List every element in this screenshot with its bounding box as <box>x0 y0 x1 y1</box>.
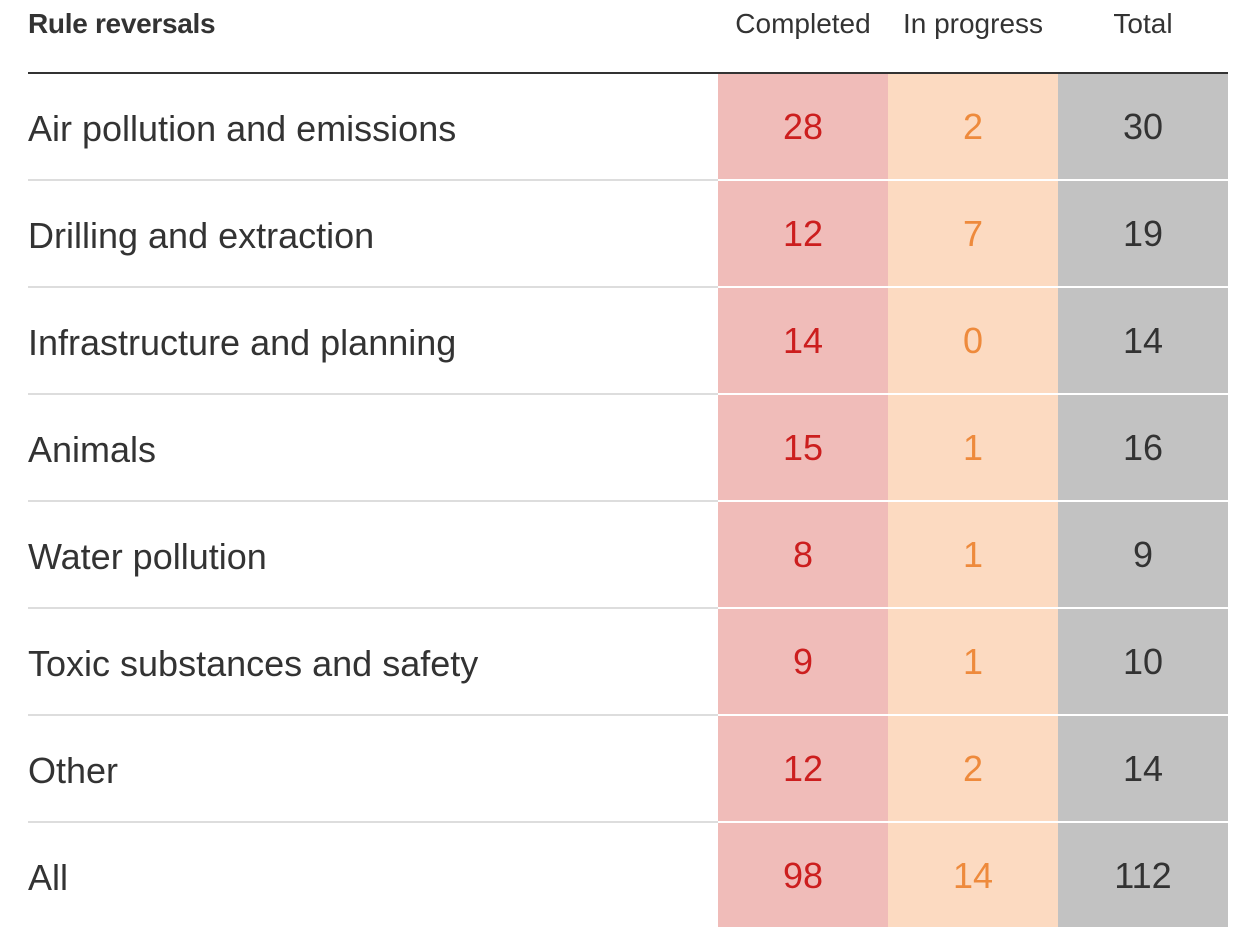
completed-cell: 14 <box>718 288 888 395</box>
table-header: Rule reversals Completed In progress Tot… <box>28 0 1228 74</box>
table-body: Air pollution and emissions 28 2 30 Drilling… <box>28 74 1228 930</box>
completed-cell: 12 <box>718 181 888 288</box>
table-row: Toxic substances and safety 9 1 10 <box>28 609 1228 716</box>
table-title: Rule reversals <box>28 8 216 39</box>
row-label: Air pollution and emissions <box>28 108 457 149</box>
in-progress-cell: 14 <box>888 823 1058 927</box>
in-progress-cell: 0 <box>888 288 1058 395</box>
row-divider <box>28 393 718 395</box>
in-progress-cell: 2 <box>888 716 1058 823</box>
total-cell: 14 <box>1058 288 1228 395</box>
completed-cell: 12 <box>718 716 888 823</box>
row-label: Toxic substances and safety <box>28 643 479 684</box>
table-row: All 98 14 112 <box>28 823 1228 930</box>
total-cell: 19 <box>1058 181 1228 288</box>
total-cell: 16 <box>1058 395 1228 502</box>
row-label: All <box>28 857 69 898</box>
in-progress-cell: 1 <box>888 502 1058 609</box>
in-progress-cell: 1 <box>888 609 1058 716</box>
completed-cell: 28 <box>718 74 888 181</box>
completed-cell: 8 <box>718 502 888 609</box>
table-row: Air pollution and emissions 28 2 30 <box>28 74 1228 181</box>
completed-cell: 15 <box>718 395 888 502</box>
row-divider <box>28 179 718 181</box>
row-divider <box>28 607 718 609</box>
in-progress-cell: 2 <box>888 74 1058 181</box>
table-row: Drilling and extraction 12 7 19 <box>28 181 1228 288</box>
in-progress-cell: 1 <box>888 395 1058 502</box>
in-progress-cell: 7 <box>888 181 1058 288</box>
total-cell: 10 <box>1058 609 1228 716</box>
row-label: Infrastructure and planning <box>28 322 457 363</box>
row-divider <box>28 500 718 502</box>
table-row: Infrastructure and planning 14 0 14 <box>28 288 1228 395</box>
row-label: Animals <box>28 429 157 470</box>
total-cell: 112 <box>1058 823 1228 927</box>
total-cell: 9 <box>1058 502 1228 609</box>
column-header-total: Total <box>1113 8 1173 39</box>
row-label: Other <box>28 750 119 791</box>
row-divider <box>28 714 718 716</box>
column-header-in-progress: In progress <box>902 8 1044 39</box>
completed-cell: 98 <box>718 823 888 927</box>
column-header-completed: Completed <box>735 8 871 39</box>
row-label: Water pollution <box>28 536 267 577</box>
row-label: Drilling and extraction <box>28 215 375 256</box>
total-cell: 30 <box>1058 74 1228 181</box>
completed-cell: 9 <box>718 609 888 716</box>
table-row: Other 12 2 14 <box>28 716 1228 823</box>
total-cell: 14 <box>1058 716 1228 823</box>
table-row: Animals 15 1 16 <box>28 395 1228 502</box>
row-divider <box>28 821 718 823</box>
row-divider <box>28 286 718 288</box>
rule-reversals-table: Rule reversals Completed In progress Tot… <box>28 0 1228 930</box>
table-row: Water pollution 8 1 9 <box>28 502 1228 609</box>
